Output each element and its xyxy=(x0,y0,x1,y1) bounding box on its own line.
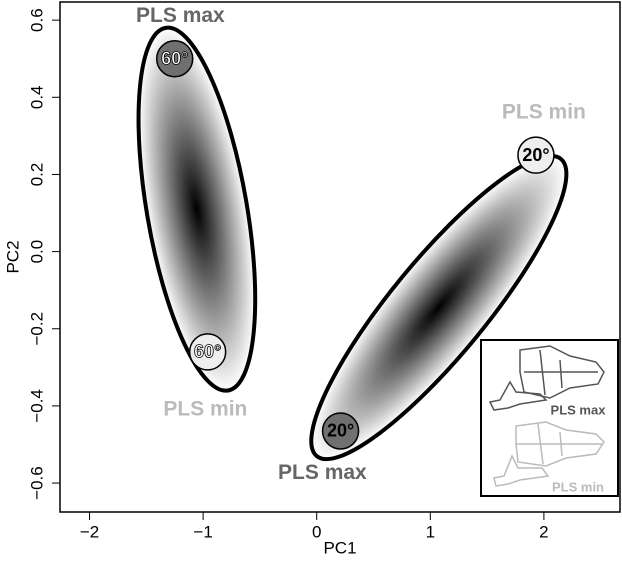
y-tick-label: −0.6 xyxy=(27,466,46,500)
x-tick-label: 2 xyxy=(539,522,548,541)
annotation: PLS max xyxy=(136,4,225,27)
y-tick-label: 0.2 xyxy=(27,163,46,187)
point-label: 20° xyxy=(327,421,354,441)
skull-max xyxy=(488,345,605,411)
point-label: 60° xyxy=(161,48,188,68)
y-tick-label: −0.2 xyxy=(27,312,46,346)
x-axis-label: PC1 xyxy=(323,538,356,557)
y-tick-label: −0.4 xyxy=(27,389,46,423)
legend-inset: PLS max PLS min xyxy=(480,339,619,497)
ellipse xyxy=(136,25,258,393)
point-label: 20° xyxy=(522,145,549,165)
x-tick-label: −2 xyxy=(80,522,99,541)
x-tick-label: 1 xyxy=(426,522,435,541)
x-tick-label: −1 xyxy=(193,522,212,541)
annotation: PLS max xyxy=(278,461,367,484)
y-tick-label: 0.6 xyxy=(27,8,46,32)
annotation: PLS min xyxy=(163,397,247,420)
skull-min xyxy=(493,421,605,487)
point xyxy=(155,39,194,78)
legend-box xyxy=(480,339,619,497)
legend-label: PLS max xyxy=(551,402,607,417)
y-tick-label: 0.4 xyxy=(27,85,46,109)
legend-label: PLS min xyxy=(552,479,604,494)
point xyxy=(188,333,227,371)
y-tick-label: 0.0 xyxy=(27,240,46,264)
plot-frame xyxy=(59,1,621,513)
point xyxy=(321,412,360,450)
y-axis-label: PC2 xyxy=(3,240,22,273)
x-tick-label: 0 xyxy=(312,522,321,541)
point xyxy=(517,136,555,174)
ellipse xyxy=(309,153,569,462)
point-label: 60° xyxy=(194,342,221,362)
annotation: PLS min xyxy=(502,100,586,123)
